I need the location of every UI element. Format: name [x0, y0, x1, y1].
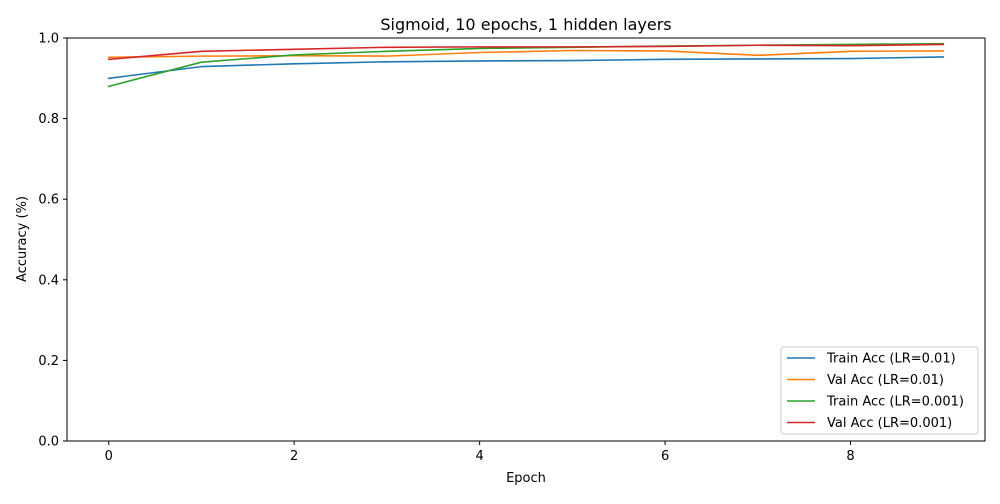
y-tick-label: 1.0 — [38, 32, 59, 47]
x-tick-label: 2 — [290, 449, 298, 464]
y-tick-label: 0.2 — [38, 354, 59, 369]
y-tick-label: 0.6 — [38, 193, 59, 208]
x-axis-label: Epoch — [506, 471, 546, 486]
x-tick-label: 6 — [661, 449, 669, 464]
y-tick-label: 0.0 — [38, 435, 59, 450]
y-tick-label: 0.4 — [38, 273, 59, 288]
plot-area: 0 2 4 6 8 0.0 0.2 0.4 0.6 0.8 1.0 Train Acc (LR=0.0… — [38, 32, 986, 464]
series-line-1 — [107, 56, 945, 80]
x-tick-label: 4 — [475, 449, 483, 464]
series-line-4 — [107, 43, 945, 61]
legend-entry-2: Val Acc (LR=0.01) — [827, 373, 944, 388]
y-axis-label: Accuracy (%) — [15, 196, 30, 282]
y-tick-label: 0.8 — [38, 112, 59, 127]
chart-title: Sigmoid, 10 epochs, 1 hidden layers — [380, 15, 671, 34]
series-line-2 — [107, 49, 945, 59]
plot-frame — [66, 37, 986, 442]
x-tick-label: 8 — [846, 449, 854, 464]
legend-entry-3: Train Acc (LR=0.001) — [826, 395, 964, 410]
legend-entry-4: Val Acc (LR=0.001) — [827, 416, 952, 431]
x-tick-label: 0 — [105, 449, 113, 464]
legend-box — [780, 346, 979, 435]
legend-entry-1: Train Acc (LR=0.01) — [826, 352, 956, 367]
